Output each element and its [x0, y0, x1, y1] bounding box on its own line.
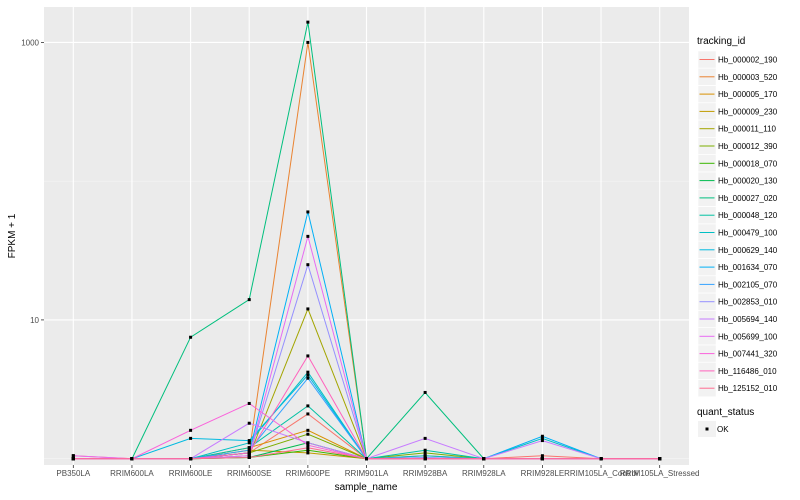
x-tick-label: RRIM600PE	[286, 469, 330, 478]
data-point	[247, 454, 251, 458]
legend-label: Hb_116486_010	[718, 367, 777, 376]
data-point	[306, 40, 310, 44]
x-tick-label: RRIM928LA	[462, 469, 506, 478]
legend-title: tracking_id	[697, 36, 745, 47]
data-point	[247, 446, 251, 450]
data-point	[71, 457, 75, 461]
data-point	[306, 354, 310, 358]
data-point	[658, 457, 662, 461]
data-point	[540, 439, 544, 443]
x-tick-label: RRIM928LE	[521, 469, 565, 478]
x-tick-label: RRIM600LE	[169, 469, 213, 478]
data-points	[71, 20, 662, 461]
data-point	[247, 298, 251, 302]
legend-label: Hb_000011_110	[718, 125, 777, 134]
legend: tracking_id Hb_000002_190Hb_000003_520Hb…	[697, 36, 778, 437]
data-point	[423, 457, 427, 461]
data-point	[423, 454, 427, 458]
data-point	[306, 448, 310, 452]
x-axis-ticks: PB350LA RRIM600LA RRIM600LE RRIM600SE RRIM60…	[56, 465, 699, 478]
legend-label: Hb_007441_320	[718, 350, 778, 359]
data-point	[306, 441, 310, 445]
data-point	[306, 412, 310, 416]
legend-label: Hb_000018_070	[718, 159, 778, 168]
x-tick-label: RRIM105LA_Control	[564, 469, 638, 478]
data-point	[540, 436, 544, 440]
data-point	[306, 307, 310, 311]
data-point	[306, 443, 310, 447]
legend-label: Hb_000009_230	[718, 107, 778, 116]
gridlines-x	[72, 7, 661, 465]
x-tick-label: RRIM901LA	[345, 469, 389, 478]
y-tick-label: 1000	[21, 38, 39, 47]
data-point	[247, 439, 251, 443]
data-point	[189, 428, 193, 432]
x-axis-title: sample_name	[335, 482, 398, 493]
data-point	[540, 434, 544, 438]
x-tick-label: RRIM928BA	[403, 469, 448, 478]
y-tick-label: 10	[30, 316, 39, 325]
legend-label: Hb_005699_100	[718, 332, 778, 341]
legend-label: Hb_000479_100	[718, 229, 778, 238]
x-tick-label: PB350LA	[56, 469, 90, 478]
data-point	[71, 454, 75, 458]
x-tick-label: RRIM600LA	[110, 469, 154, 478]
legend-label: Hb_000002_190	[718, 56, 778, 65]
data-point	[306, 404, 310, 408]
data-point	[306, 20, 310, 24]
data-point	[247, 421, 251, 425]
data-point	[306, 432, 310, 436]
data-point	[247, 401, 251, 405]
data-point	[306, 446, 310, 450]
legend-label: Hb_000003_520	[718, 73, 778, 82]
legend-label: Hb_000027_020	[718, 194, 778, 203]
data-point	[130, 457, 134, 461]
legend-label: Hb_002853_010	[718, 298, 778, 307]
data-point	[247, 451, 251, 455]
legend-label: Hb_000048_120	[718, 211, 778, 220]
data-point	[189, 457, 193, 461]
data-point	[189, 436, 193, 440]
data-point	[189, 335, 193, 339]
legend-label: Hb_000020_130	[718, 177, 778, 186]
data-point	[306, 210, 310, 214]
data-point	[306, 370, 310, 374]
data-point	[247, 448, 251, 452]
data-point	[306, 376, 310, 380]
data-point	[423, 436, 427, 440]
data-point	[306, 234, 310, 238]
legend-label: Hb_002105_070	[718, 280, 778, 289]
data-point	[306, 263, 310, 267]
legend-label: Hb_000629_140	[718, 246, 778, 255]
data-point	[599, 457, 603, 461]
data-point	[423, 390, 427, 394]
legend-items: Hb_000002_190 Hb_000003_520 Hb_000005_170 H…	[697, 50, 778, 397]
data-point	[423, 451, 427, 455]
shape-legend-title: quant_status	[697, 407, 754, 418]
legend-label: Hb_001634_070	[718, 263, 778, 272]
shape-legend-point	[705, 427, 709, 431]
data-point	[423, 448, 427, 452]
data-point	[540, 457, 544, 461]
data-point	[247, 441, 251, 445]
legend-label: Hb_000005_170	[718, 90, 778, 99]
data-point	[306, 451, 310, 455]
y-axis-title: FPKM + 1	[7, 213, 18, 258]
data-point	[247, 455, 251, 459]
legend-label: Hb_125152_010	[718, 384, 778, 393]
y-axis-ticks: 10 1000	[21, 38, 44, 325]
data-point	[540, 454, 544, 458]
data-point	[306, 373, 310, 377]
x-tick-label: RRIM105LA_Stressed	[620, 469, 700, 478]
data-point	[482, 457, 486, 461]
data-point	[306, 428, 310, 432]
legend-label: Hb_005694_140	[718, 315, 778, 324]
x-tick-label: RRIM600SE	[227, 469, 271, 478]
shape-legend-label: OK	[717, 425, 729, 434]
data-point	[365, 457, 368, 461]
legend-label: Hb_000012_390	[718, 142, 778, 151]
